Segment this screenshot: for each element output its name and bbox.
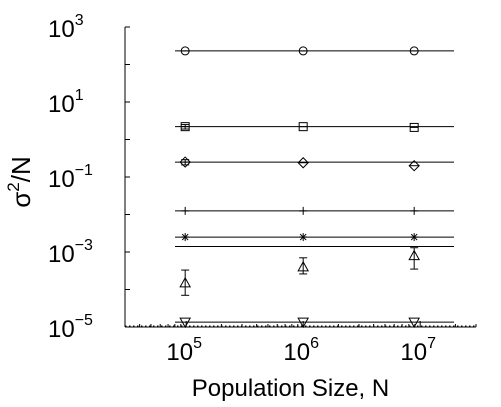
data-point-plus [181,206,190,215]
y-tick-label: 10−5 [48,312,93,343]
data-point-circle-cross [409,46,419,56]
data-point-asterisk [181,233,190,242]
data-point-square [298,122,308,132]
data-point-plus [410,206,419,215]
data-point-square [180,122,190,132]
data-point-asterisk [299,233,308,242]
y-tick-label: 101 [48,87,84,118]
data-point-circle-cross [298,46,308,56]
x-axis-label: Population Size, N [192,375,389,402]
x-tick-label: 107 [400,335,436,366]
data-point-square [409,122,419,132]
data-point-triangle-up [297,260,310,272]
x-tick-label: 105 [166,335,202,366]
y-tick-label: 10−3 [48,237,93,268]
data-point-diamond [297,157,309,169]
data-point-triangle-down [408,317,421,329]
data-point-plus [299,206,308,215]
y-tick-label: 103 [48,12,84,43]
error-bar [181,269,190,296]
error-bar [299,257,308,275]
y-tick-label: 10−1 [48,162,93,193]
data-point-triangle-up [179,276,192,288]
data-point-diamond [179,156,191,168]
y-axis-label: σ2/N [4,156,36,208]
data-point-triangle-up [408,249,421,261]
data-point-asterisk [410,233,419,242]
x-tick-label: 106 [283,335,319,366]
data-point-circle-cross [180,46,190,56]
data-point-triangle-down [179,317,192,329]
data-point-diamond [408,160,420,172]
data-point-triangle-down [297,317,310,329]
